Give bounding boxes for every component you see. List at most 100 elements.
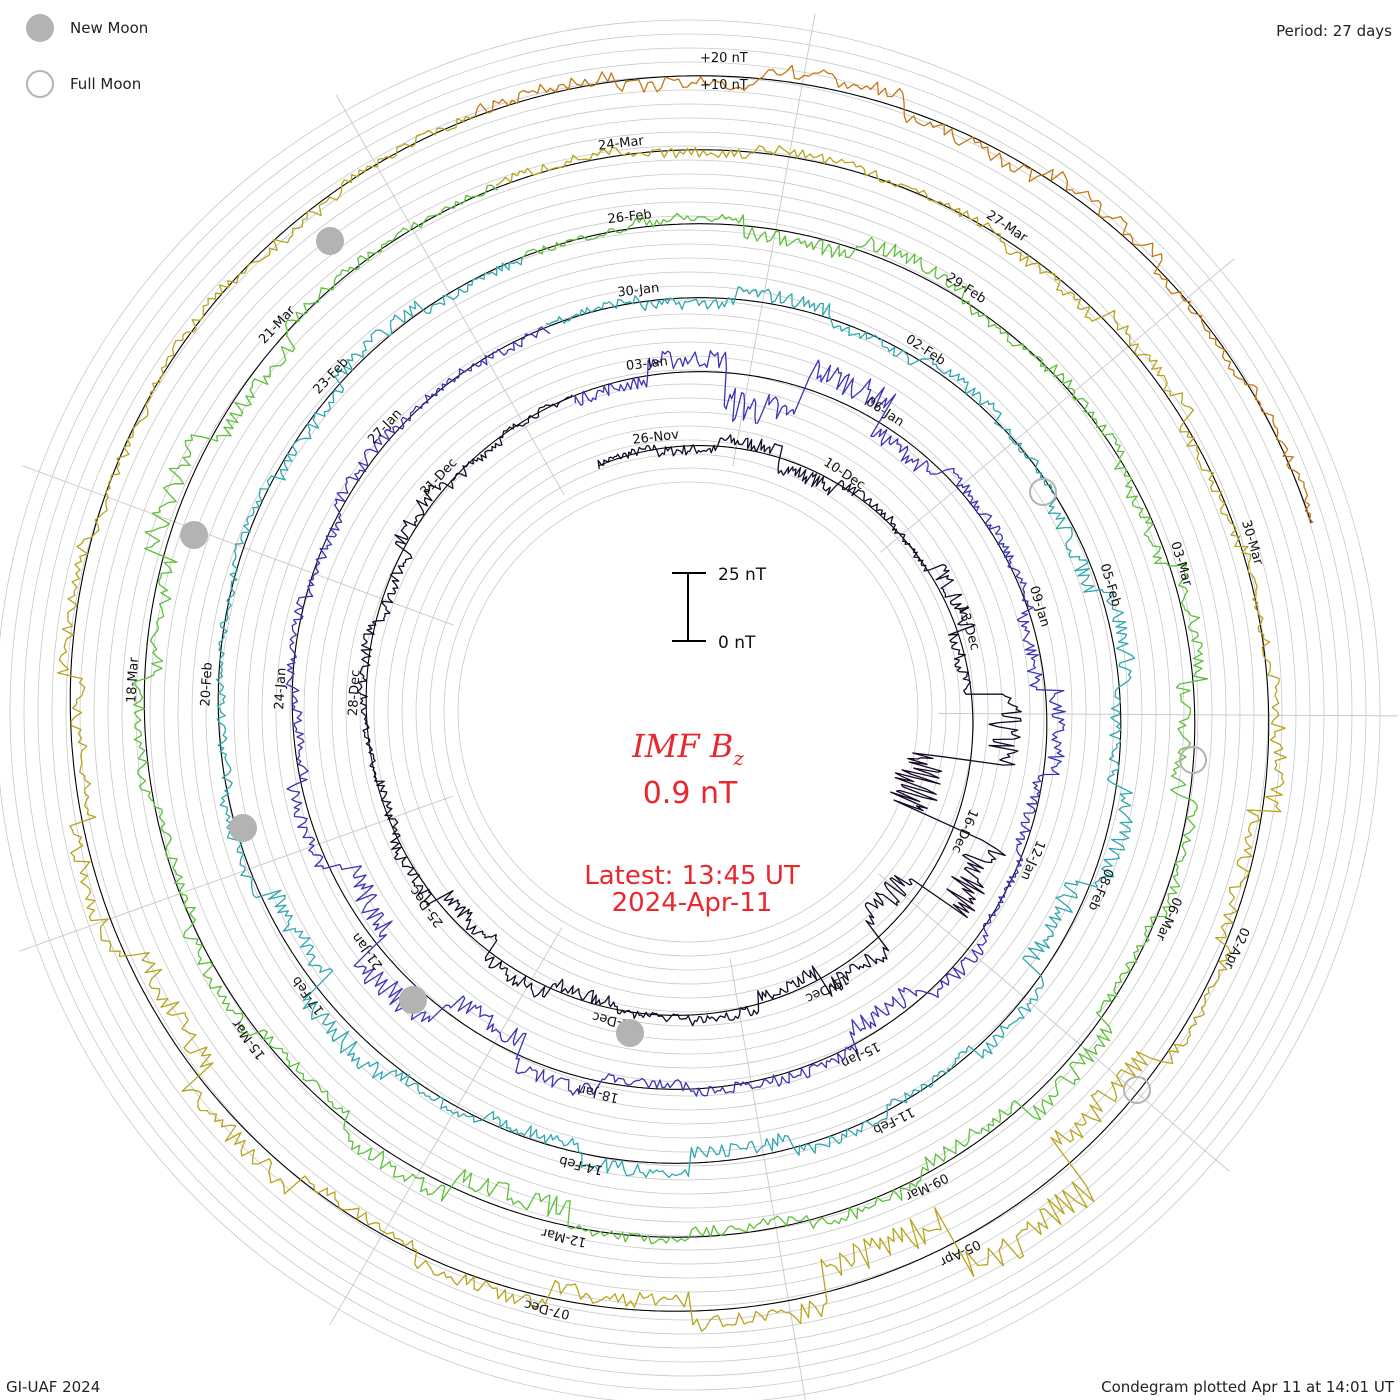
latest-time: Latest: 13:45 UT	[584, 861, 800, 891]
grid-spoke	[937, 712, 1398, 717]
grid-circle	[37, 61, 1339, 1363]
grid-circle	[331, 355, 1045, 1069]
imf-value: 0.9 nT	[643, 776, 738, 811]
full-moon-marker	[1029, 478, 1057, 506]
day-label: 26-Feb	[607, 207, 653, 227]
grid-circle	[457, 481, 919, 943]
plotted-label: Condegram plotted Apr 11 at 14:01 UT	[1101, 1378, 1394, 1396]
grid-circle	[205, 229, 1171, 1195]
grid-circle	[93, 117, 1283, 1307]
full-moon-label: Full Moon	[70, 75, 142, 93]
grid-circle	[317, 341, 1059, 1083]
grid-spoke	[335, 94, 565, 496]
grid-circle	[177, 201, 1199, 1223]
ring-scale-label: +20 nT	[700, 51, 748, 66]
baseline-5	[69, 117, 1270, 1312]
grid-circle	[247, 271, 1129, 1153]
grid-circle	[9, 33, 1367, 1391]
ring-scale-label: +10 nT	[700, 78, 748, 93]
grid-circle	[429, 453, 947, 971]
grid-circle	[219, 243, 1157, 1181]
day-label: 24-Jan	[272, 667, 289, 710]
day-label: 13-Dec	[955, 603, 983, 652]
scale-bar: 25 nT 0 nT	[672, 565, 767, 653]
trace-6	[470, 64, 1314, 524]
scale-bottom-label: 0 nT	[718, 633, 756, 653]
grid-spoke	[732, 13, 816, 467]
new-moon-marker	[399, 986, 427, 1014]
grid-spoke	[729, 958, 806, 1400]
baseline-4	[143, 187, 1196, 1238]
new-moon-marker	[229, 814, 257, 842]
grid-circle	[121, 145, 1255, 1279]
day-label: 30-Jan	[617, 281, 660, 301]
baseline-2	[291, 326, 1048, 1090]
trace-4	[133, 184, 1209, 1245]
grid-spoke	[21, 465, 454, 626]
full-moon-marker	[1123, 1076, 1151, 1104]
grid-circle	[65, 89, 1311, 1335]
day-label: 30-Mar	[1238, 519, 1266, 568]
grid-circle	[401, 425, 975, 999]
latest-date: 2024-Apr-11	[612, 888, 773, 918]
trace-3	[216, 257, 1136, 1179]
baseline-3	[217, 256, 1122, 1164]
grid-circle	[373, 397, 1003, 1027]
full-moon-icon	[26, 70, 54, 98]
grid-circle	[23, 47, 1353, 1377]
grid-circle	[149, 173, 1227, 1251]
period-label: Period: 27 days	[1276, 22, 1392, 40]
data-layer	[57, 64, 1314, 1332]
trace-5	[57, 115, 1287, 1332]
day-label: 24-Mar	[597, 134, 645, 154]
grid-circle	[275, 299, 1101, 1125]
day-label: 28-Dec	[346, 669, 364, 716]
day-label: 16-Dec	[948, 807, 980, 856]
grid-layer	[0, 13, 1398, 1400]
legend-full-moon: Full Moon	[26, 68, 141, 100]
imf-title: IMF Bz	[631, 727, 744, 770]
day-label: 08-Feb	[1085, 866, 1116, 913]
trace-2	[286, 326, 1066, 1097]
day-label: 15-Jan	[838, 1038, 882, 1070]
day-label: 18-Mar	[124, 656, 142, 703]
day-label: 23-Feb	[311, 355, 352, 397]
new-moon-marker	[316, 227, 344, 255]
baseline-6	[471, 75, 1312, 524]
full-moon-marker	[1179, 746, 1207, 774]
trace-1	[356, 394, 1022, 1027]
grid-spoke	[880, 258, 1235, 553]
grid-circle	[303, 327, 1073, 1097]
grid-spoke	[329, 927, 563, 1326]
grid-circle	[289, 313, 1087, 1111]
grid-circle	[261, 285, 1115, 1139]
new-moon-marker	[616, 1019, 644, 1047]
day-label: 05-Feb	[1097, 562, 1124, 609]
day-label: 02-Feb	[903, 332, 948, 369]
new-moon-icon	[26, 14, 54, 42]
grid-circle	[443, 467, 933, 957]
grid-circle	[387, 411, 989, 1013]
grid-circle	[233, 257, 1143, 1167]
grid-circle	[0, 19, 1381, 1400]
grid-circle	[51, 75, 1325, 1349]
grid-circle	[107, 131, 1269, 1293]
grid-circle	[415, 439, 961, 985]
new-moon-label: New Moon	[70, 19, 149, 37]
legend-new-moon: New Moon	[26, 12, 148, 44]
grid-spoke	[878, 873, 1230, 1172]
day-label: 11-Feb	[870, 1104, 916, 1137]
scale-top-label: 25 nT	[718, 565, 767, 585]
day-label: 05-Apr	[937, 1236, 983, 1269]
credit-label: GI-UAF 2024	[6, 1378, 101, 1396]
grid-circle	[345, 369, 1031, 1055]
grid-circle	[163, 187, 1213, 1237]
day-label: 06-Mar	[1152, 895, 1184, 944]
day-label: 17-Feb	[289, 973, 327, 1017]
grid-spoke	[19, 795, 453, 952]
day-label: 26-Nov	[632, 427, 680, 447]
day-label: 03-Jan	[625, 354, 668, 374]
day-label: 20-Feb	[198, 662, 216, 707]
new-moon-marker	[180, 521, 208, 549]
